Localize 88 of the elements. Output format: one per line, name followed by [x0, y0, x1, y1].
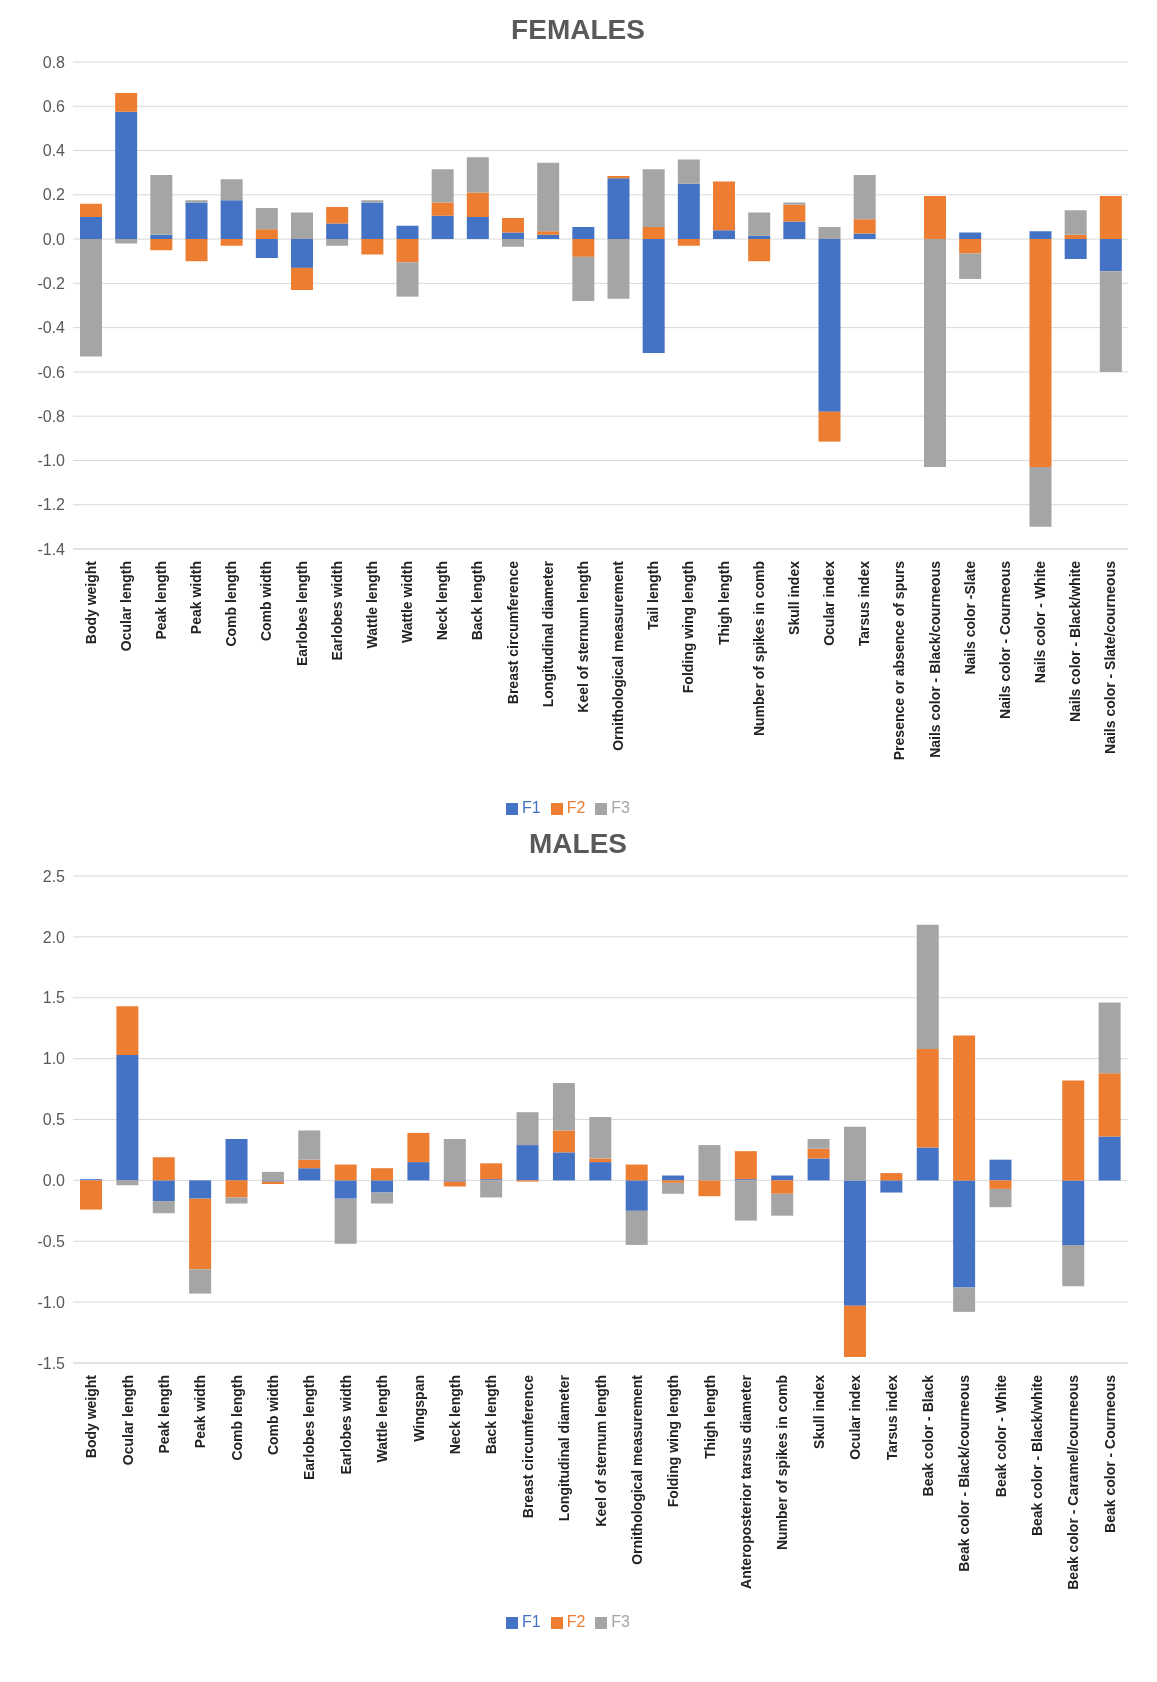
x-tick-label: Comb width	[258, 561, 275, 642]
y-tick-label: 1.0	[42, 1050, 66, 1068]
legend-label: F3	[611, 799, 630, 816]
x-tick-label: Nails color - Black/white	[1067, 560, 1084, 723]
x-tick-label: Comb length	[223, 561, 240, 647]
x-tick-label: Beak color - White	[992, 1374, 1009, 1498]
y-tick-label: 0.5	[42, 1111, 66, 1129]
x-tick-label: Back length	[469, 561, 486, 641]
x-tick-label: Longitudinal diameter	[556, 1374, 573, 1522]
x-tick-label: Wattle width	[399, 561, 416, 643]
legend-label: F1	[521, 799, 541, 816]
x-tick-label: Earlobes width	[337, 1375, 354, 1475]
x-tick-label: Ocular index	[847, 1374, 864, 1460]
x-tick-label: Tarsus index	[856, 560, 873, 647]
x-tick-label: Back length	[483, 1375, 500, 1455]
x-tick-label: Keel of sternum length	[574, 561, 591, 713]
y-tick-label: -1.5	[37, 1354, 66, 1372]
x-tick-label: Ornithological measurement	[628, 1374, 645, 1565]
y-tick-label: -0.6	[37, 363, 66, 381]
x-tick-label: Number of spikes in comb	[774, 1375, 791, 1551]
x-tick-label: Neck length	[434, 561, 451, 641]
x-tick-label: Tarsus index	[883, 1374, 900, 1461]
x-tick-label: Tail length	[645, 561, 662, 630]
y-tick-label: 2.0	[42, 928, 66, 946]
chart-title: FEMALES	[510, 13, 646, 47]
x-tick-label: Nails color - Black/courneous	[926, 560, 943, 758]
x-tick-label: Breast circumference	[504, 560, 521, 705]
legend-label: F1	[521, 1613, 541, 1630]
x-tick-label: Ornithological measurement	[610, 560, 627, 751]
legend-label: F3	[611, 1613, 630, 1630]
x-tick-label: Peak length	[155, 1375, 172, 1454]
y-tick-label: 0.8	[42, 53, 66, 71]
x-tick-label: Folding wing length	[665, 1375, 682, 1508]
x-tick-label: Nails color - Courneous	[996, 560, 1013, 719]
x-tick-label: Nails color - Slate/courneous	[1102, 560, 1119, 754]
y-tick-label: -0.2	[37, 275, 66, 293]
y-tick-label: -1.4	[37, 540, 66, 558]
y-tick-label: -1.0	[37, 1293, 66, 1311]
x-tick-label: Beak color - Black/courneous	[956, 1374, 973, 1572]
x-tick-label: Anteroposterior tarsus diameter	[738, 1374, 755, 1589]
x-tick-label: Beak color - Black	[919, 1374, 936, 1497]
x-tick-label: Keel of sternum length	[592, 1375, 609, 1527]
y-tick-label: -1.2	[37, 496, 66, 514]
x-tick-label: Neck length	[446, 1375, 463, 1455]
x-tick-label: Earlobes width	[328, 561, 345, 661]
y-tick-label: 0.2	[42, 186, 66, 204]
x-tick-label: Ocular length	[119, 1375, 136, 1466]
x-tick-label: Comb width	[265, 1375, 282, 1456]
x-tick-label: Wingspan	[410, 1375, 427, 1442]
y-tick-label: 0.6	[42, 97, 66, 115]
x-tick-label: Ocular index	[821, 560, 838, 646]
x-tick-label: Nails color -Slate	[961, 560, 978, 675]
x-tick-label: Wattle length	[374, 1375, 391, 1463]
y-tick-label: 0.0	[42, 230, 66, 248]
y-tick-label: 2.5	[42, 867, 66, 885]
x-tick-label: Wattle length	[363, 561, 380, 649]
x-tick-label: Beak color - Courneous	[1101, 1374, 1118, 1533]
x-tick-label: Earlobes length	[293, 561, 310, 667]
x-tick-label: Thigh length	[701, 1375, 718, 1459]
x-tick-label: Number of spikes in comb	[750, 561, 767, 737]
y-tick-label: -0.4	[37, 319, 66, 337]
y-tick-label: -0.5	[37, 1232, 66, 1250]
legend-label: F2	[566, 799, 586, 816]
x-tick-label: Thigh length	[715, 561, 732, 645]
x-tick-label: Breast circumference	[519, 1374, 536, 1519]
x-tick-label: Presence or absence of spurs	[891, 560, 908, 761]
x-tick-label: Body weight	[82, 560, 99, 645]
x-tick-label: Beak color - Caramel/courneous	[1065, 1374, 1082, 1590]
x-tick-label: Peak width	[188, 561, 205, 635]
x-tick-label: Peak length	[152, 561, 169, 640]
x-tick-label: Folding wing length	[680, 561, 697, 694]
x-tick-label: Earlobes length	[301, 1375, 318, 1481]
x-tick-label: Nails color - White	[1032, 560, 1049, 684]
y-tick-label: 1.5	[42, 989, 66, 1007]
x-tick-label: Beak color - Black/white	[1029, 1374, 1046, 1537]
x-tick-label: Comb length	[228, 1375, 245, 1461]
x-tick-label: Skull index	[785, 560, 802, 635]
y-tick-label: -1.0	[37, 452, 66, 470]
y-tick-label: 0.0	[42, 1172, 66, 1190]
y-tick-label: 0.4	[42, 142, 66, 160]
x-tick-label: Ocular length	[117, 561, 134, 652]
y-tick-label: -0.8	[37, 407, 66, 425]
x-tick-label: Peak width	[192, 1375, 209, 1449]
x-tick-label: Skull index	[810, 1374, 827, 1449]
chart-title: MALES	[528, 827, 628, 861]
legend-label: F2	[566, 1613, 586, 1630]
x-tick-label: Longitudinal diameter	[539, 560, 556, 708]
x-tick-label: Body weight	[83, 1374, 100, 1459]
